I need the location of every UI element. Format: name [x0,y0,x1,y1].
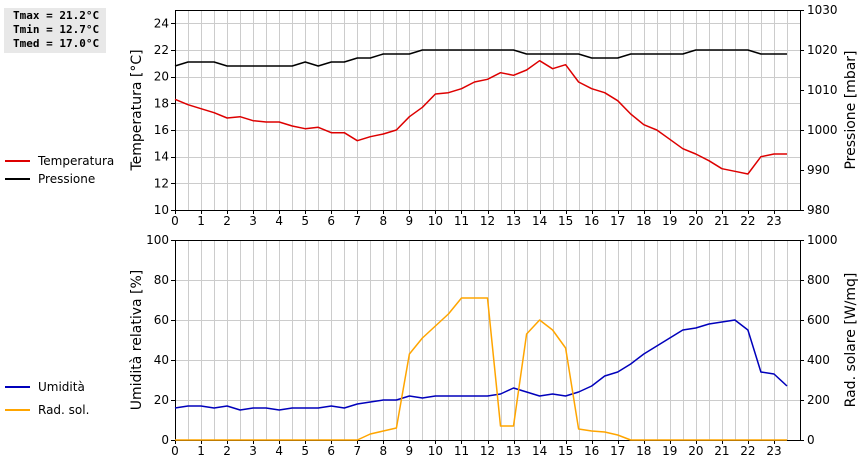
x-tick-label: 5 [301,444,309,458]
x-tick-label: 15 [558,214,573,228]
x-tick-label: 22 [740,444,755,458]
series-line-rad-sol- [175,297,787,441]
y-tick-label: 40 [154,353,169,367]
y-tick-label: 20 [154,70,169,84]
y-axis-title: Temperatura [°C] [129,49,145,171]
x-tick-label: 22 [740,214,755,228]
x-tick-label: 21 [714,444,729,458]
y-tick-label: 24 [154,16,169,30]
x-tick-label: 11 [454,214,469,228]
y2-tick-label: 0 [807,433,815,447]
x-tick-label: 19 [662,214,677,228]
x-tick-label: 21 [714,214,729,228]
legend-label: Umidità [38,380,85,394]
x-tick-label: 1 [197,214,205,228]
y-tick-label: 10 [154,203,169,217]
x-tick-label: 5 [301,214,309,228]
legend-label: Pressione [38,172,95,186]
x-tick-label: 10 [428,214,443,228]
y-tick-label: 20 [154,393,169,407]
x-tick-label: 17 [610,444,625,458]
x-tick-label: 2 [223,214,231,228]
x-tick-label: 6 [327,214,335,228]
x-tick-label: 13 [506,444,521,458]
tmed-text: Tmed = 17.0°C [13,37,100,50]
x-tick-label: 16 [584,444,599,458]
y2-tick-label: 200 [807,393,830,407]
legend-label: Rad. sol. [38,403,89,417]
x-tick-label: 19 [662,444,677,458]
y2-tick-label: 1000 [807,123,838,137]
x-tick-label: 9 [406,214,414,228]
x-tick-label: 9 [406,444,414,458]
x-tick-label: 3 [249,214,257,228]
y-tick-label: 12 [154,176,169,190]
x-tick-label: 18 [636,214,651,228]
x-tick-label: 6 [327,444,335,458]
x-tick-label: 3 [249,444,257,458]
x-tick-label: 4 [275,214,283,228]
x-tick-label: 14 [532,214,547,228]
y2-tick-label: 990 [807,163,830,177]
legend-label: Temperatura [37,154,114,168]
y-tick-label: 14 [154,150,169,164]
x-tick-label: 12 [480,444,495,458]
x-tick-label: 2 [223,444,231,458]
x-tick-label: 8 [380,214,388,228]
y-tick-label: 60 [154,313,169,327]
x-tick-label: 18 [636,444,651,458]
x-tick-label: 16 [584,214,599,228]
x-tick-label: 0 [171,214,179,228]
y-tick-label: 22 [154,43,169,57]
x-tick-label: 23 [766,214,781,228]
x-tick-label: 1 [197,444,205,458]
x-tick-label: 13 [506,214,521,228]
x-tick-label: 23 [766,444,781,458]
y-tick-label: 18 [154,96,169,110]
x-tick-label: 11 [454,444,469,458]
x-tick-label: 10 [428,444,443,458]
y-tick-label: 0 [161,433,169,447]
y2-tick-label: 1010 [807,83,838,97]
y2-tick-label: 1000 [807,233,838,247]
chart-panel-1: 0 1 2 3 4 5 6 7 8 9 10 11 12 13 14 15 16 17 18 19 20 21 22 2310… [5,3,859,228]
x-tick-label: 20 [688,214,703,228]
y2-tick-label: 400 [807,353,830,367]
series-line-umidit- [174,319,788,411]
tmin-text: Tmin = 12.7°C [13,23,100,36]
x-tick-label: 15 [558,444,573,458]
chart-panel-2: 0 1 2 3 4 5 6 7 8 9 10 11 12 13 14 15 16 17 18 19 20 21 22 2302… [5,233,859,458]
x-tick-label: 7 [353,444,361,458]
stats-box: Tmax = 21.2°C Tmin = 12.7°C Tmed = 17.0°… [4,8,106,53]
y-tick-label: 80 [154,273,169,287]
y2-tick-label: 600 [807,313,830,327]
series-line-temperatura [174,59,787,175]
y-tick-label: 16 [154,123,169,137]
x-tick-label: 12 [480,214,495,228]
x-tick-label: 0 [171,444,179,458]
y2-axis-title: Rad. solare [W/mq] [843,273,859,408]
y2-tick-label: 1020 [807,43,838,57]
y-axis-title: Umidità relativa [%] [129,270,145,411]
y2-tick-label: 800 [807,273,830,287]
tmax-text: Tmax = 21.2°C [13,9,100,22]
y-tick-label: 100 [146,233,169,247]
x-tick-label: 17 [610,214,625,228]
y2-tick-label: 1030 [807,3,838,17]
x-tick-label: 20 [688,444,703,458]
x-tick-label: 4 [275,444,283,458]
y2-axis-title: Pressione [mbar] [843,50,859,169]
x-tick-label: 14 [532,444,547,458]
y2-tick-label: 980 [807,203,830,217]
x-tick-label: 8 [380,444,388,458]
x-tick-label: 7 [353,214,361,228]
series-line-pressione [174,49,787,67]
